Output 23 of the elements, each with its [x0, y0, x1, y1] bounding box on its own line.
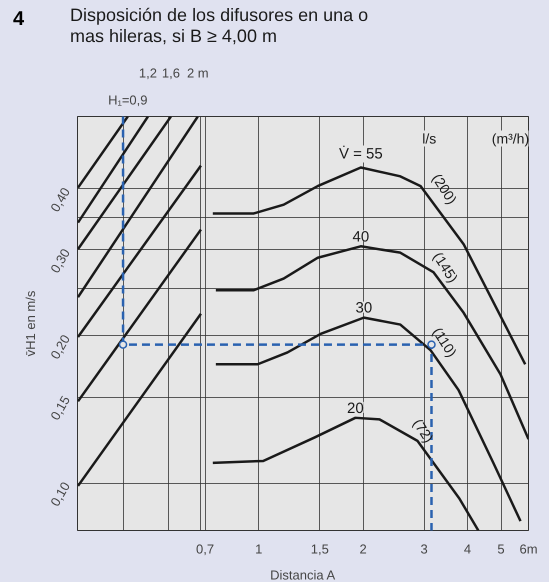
x-tick-label: 2 — [359, 542, 367, 556]
series-label: 40 — [352, 228, 370, 246]
text: 4 — [13, 7, 24, 32]
x-tick-label: 0,7 — [196, 542, 214, 556]
x-axis-title: Distancia A — [270, 568, 336, 582]
series-label: 30 — [356, 300, 372, 317]
chart-title: Disposición de los difusores en una o mas hileras, si B ≥ 4,00 m — [70, 5, 370, 47]
x-tick-label: 4 — [464, 542, 472, 556]
x-tick-label: 1,5 — [310, 542, 329, 556]
annotation: (m³/h) — [492, 130, 530, 146]
series-label: H₁=0,9 — [108, 92, 148, 108]
text: 1,6 — [162, 66, 180, 80]
annotation: (72) — [410, 416, 437, 446]
x-tick-label: 1 — [255, 542, 262, 556]
annotation: l/s — [422, 130, 436, 146]
text: 2 m — [186, 66, 209, 80]
y-axis-title: v̄H1 en m/s — [23, 290, 38, 356]
x-tick-label: 6m — [519, 542, 538, 556]
series-label: 20 — [347, 400, 364, 417]
x-tick-label: 5 — [497, 542, 505, 556]
x-tick-label: 3 — [420, 542, 428, 556]
text: 1,2 — [138, 66, 157, 80]
series-label: V̇ = 55 — [338, 145, 383, 163]
